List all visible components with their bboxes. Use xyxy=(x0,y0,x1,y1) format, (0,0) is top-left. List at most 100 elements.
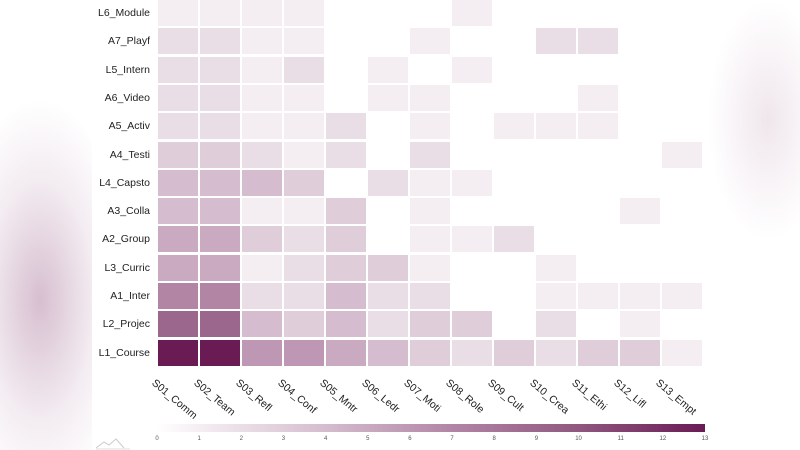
heatmap-cell xyxy=(158,170,198,196)
heatmap-cell xyxy=(158,57,198,83)
heatmap-cell xyxy=(242,113,282,139)
heatmap-cell xyxy=(326,226,366,252)
colorbar-tick-label: 11 xyxy=(617,436,624,442)
heatmap-cell xyxy=(662,283,702,309)
heatmap-cell xyxy=(410,255,450,281)
heatmap-cell xyxy=(410,340,450,366)
heatmap-cell xyxy=(242,198,282,224)
heatmap-cell xyxy=(284,340,324,366)
heatmap-cell xyxy=(410,170,450,196)
heatmap-cell xyxy=(158,0,198,26)
heatmap-cell xyxy=(200,283,240,309)
heatmap-cell xyxy=(578,113,618,139)
colorbar-tick-label: 7 xyxy=(450,436,454,442)
colorbar-tick-label: 9 xyxy=(534,436,539,442)
heatmap-cell xyxy=(158,85,198,111)
heatmap-cell xyxy=(452,0,492,26)
colorbar xyxy=(157,424,705,432)
heatmap-cell xyxy=(284,142,324,168)
heatmap-cell xyxy=(326,311,366,337)
heatmap-cell xyxy=(284,283,324,309)
heatmap-cell xyxy=(452,170,492,196)
y-axis-label: A4_Testi xyxy=(109,149,150,161)
colorbar-tick-label: 0 xyxy=(155,436,159,442)
heatmap-cell xyxy=(326,255,366,281)
heatmap-cell xyxy=(578,340,618,366)
heatmap-cell xyxy=(494,340,534,366)
heatmap-cell xyxy=(284,28,324,54)
heatmap-cell xyxy=(494,226,534,252)
heatmap-cell xyxy=(326,198,366,224)
heatmap-cell xyxy=(158,142,198,168)
colorbar-tick-label: 12 xyxy=(659,436,667,442)
heatmap-cell xyxy=(452,226,492,252)
heatmap-cell xyxy=(158,28,198,54)
heatmap-cell xyxy=(200,340,240,366)
heatmap-cell xyxy=(368,311,408,337)
heatmap-cell xyxy=(242,283,282,309)
heatmap-cell xyxy=(284,255,324,281)
y-axis-label: L6_Module xyxy=(98,7,150,19)
heatmap-cell xyxy=(242,170,282,196)
heatmap-cell xyxy=(452,57,492,83)
y-axis-label: L5_Intern xyxy=(105,64,150,76)
colorbar-tick-label: 13 xyxy=(701,436,709,442)
heatmap-cell xyxy=(620,340,660,366)
heatmap-cell xyxy=(410,198,450,224)
heatmap-cell xyxy=(200,0,240,26)
heatmap-cell xyxy=(200,142,240,168)
heatmap-cell xyxy=(410,142,450,168)
y-axis-label: A6_Video xyxy=(104,92,150,104)
heatmap-cell xyxy=(200,311,240,337)
heatmap-cell xyxy=(410,283,450,309)
heatmap-cell xyxy=(662,340,702,366)
colorbar-tick-label: 2 xyxy=(239,436,243,442)
heatmap-cell xyxy=(326,142,366,168)
heatmap-cell xyxy=(284,85,324,111)
heatmap-cell xyxy=(536,340,576,366)
heatmap-cell xyxy=(410,28,450,54)
y-axis-label: A5_Activ xyxy=(108,120,150,132)
heatmap-cell xyxy=(536,28,576,54)
heatmap-cell xyxy=(368,255,408,281)
heatmap-cell xyxy=(410,311,450,337)
y-axis-label: L4_Capsto xyxy=(99,177,150,189)
heatmap-cell xyxy=(284,311,324,337)
heatmap-cell xyxy=(410,113,450,139)
y-axis-label: A3_Colla xyxy=(107,205,150,217)
heatmap-cell xyxy=(242,57,282,83)
y-axis-label: L3_Curric xyxy=(104,262,150,274)
heatmap-cell xyxy=(158,113,198,139)
heatmap-cell xyxy=(200,113,240,139)
colorbar-tick-label: 3 xyxy=(281,436,286,442)
mountain-icon xyxy=(96,438,130,450)
heatmap-cell xyxy=(662,142,702,168)
colorbar-tick-label: 1 xyxy=(197,436,201,442)
y-axis-label: L2_Projec xyxy=(102,318,150,330)
heatmap-cell xyxy=(494,113,534,139)
heatmap-cell xyxy=(578,283,618,309)
heatmap-cell xyxy=(326,340,366,366)
heatmap-cell xyxy=(326,113,366,139)
heatmap-cell xyxy=(410,226,450,252)
heatmap-cell xyxy=(158,255,198,281)
heatmap-cell xyxy=(452,340,492,366)
colorbar-tick-label: 6 xyxy=(408,436,412,442)
y-axis-label: A7_Playf xyxy=(107,35,150,47)
heatmap-cell xyxy=(200,226,240,252)
heatmap-cell xyxy=(536,311,576,337)
heatmap-cell xyxy=(536,113,576,139)
heatmap-cell xyxy=(368,283,408,309)
heatmap-cell xyxy=(620,198,660,224)
heatmap-cell xyxy=(200,170,240,196)
background-right xyxy=(708,0,800,450)
heatmap-cell xyxy=(452,311,492,337)
heatmap-cell xyxy=(242,28,282,54)
heatmap-cell xyxy=(200,57,240,83)
heatmap-cell xyxy=(200,85,240,111)
heatmap-cell xyxy=(158,311,198,337)
heatmap-cell xyxy=(242,226,282,252)
colorbar-tick-label: 10 xyxy=(575,436,582,442)
heatmap-cell xyxy=(242,340,282,366)
heatmap-cell xyxy=(284,57,324,83)
